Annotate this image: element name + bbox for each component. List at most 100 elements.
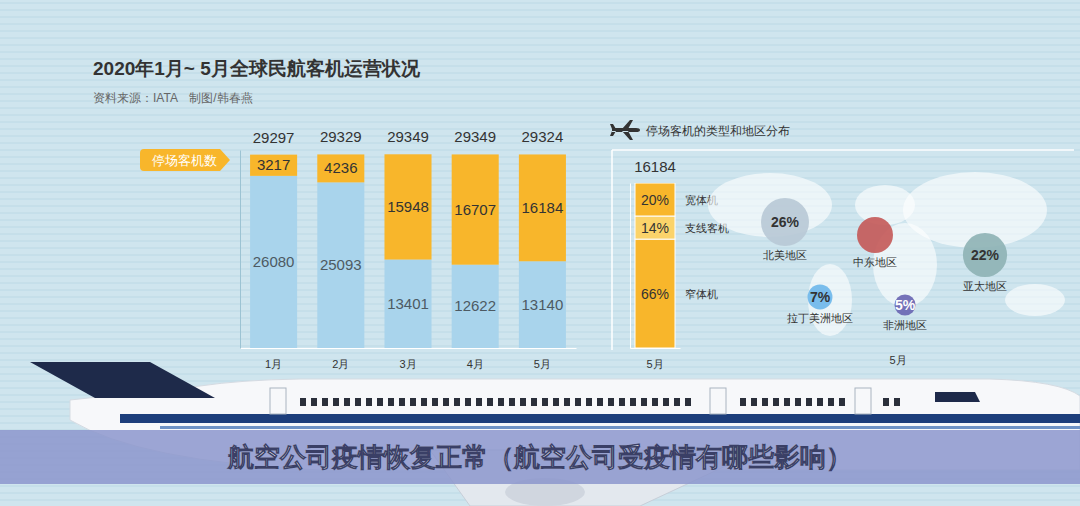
window	[487, 398, 493, 406]
bubble	[894, 294, 915, 315]
window	[355, 398, 361, 406]
tick-label: 1月	[265, 358, 282, 370]
data-label: 3217	[257, 156, 290, 173]
data-label: 15948	[387, 198, 429, 215]
window	[311, 398, 317, 406]
bar	[635, 183, 675, 216]
x-axis-1: 1月 2月 3月 4月 5月	[241, 348, 577, 370]
plane-icon	[610, 120, 640, 140]
bar	[250, 176, 297, 348]
tick: 2月	[332, 348, 349, 370]
data-label: 22%	[971, 247, 1000, 263]
window	[344, 398, 350, 406]
total-label: 29349	[387, 128, 429, 145]
data-label: 16184	[522, 199, 564, 216]
stripe	[0, 52, 1080, 53]
bar	[519, 154, 566, 261]
window	[784, 398, 790, 406]
background	[0, 0, 1080, 506]
window	[894, 398, 900, 406]
window	[531, 398, 537, 406]
total-label: 29324	[522, 128, 564, 145]
window	[586, 398, 592, 406]
plot-area-1	[250, 154, 566, 348]
tick: 4月	[467, 348, 484, 370]
window	[454, 398, 460, 406]
window	[619, 398, 625, 406]
tick-label: 5月	[534, 358, 551, 370]
panel-title: 停场客机的类型和地区分布	[646, 124, 790, 138]
tick: 5月	[534, 348, 551, 370]
banner-title: 航空公司疫情恢复正常（航空公司受疫情有哪些影响）	[227, 442, 852, 472]
window	[839, 398, 845, 406]
data-label: 14%	[641, 220, 669, 236]
stripe	[0, 38, 1080, 39]
data-label: 26080	[253, 253, 295, 270]
window	[564, 398, 570, 406]
window	[366, 398, 372, 406]
bar	[384, 260, 431, 348]
tick: 3月	[399, 348, 416, 370]
bar	[384, 154, 431, 259]
bar	[635, 239, 675, 348]
stripe	[0, 17, 1080, 18]
window	[476, 398, 482, 406]
window	[421, 398, 427, 406]
door	[710, 388, 726, 414]
window	[300, 398, 306, 406]
data-label: 26%	[771, 214, 800, 230]
data-label: 13140	[522, 296, 564, 313]
cockpit	[935, 392, 980, 402]
window	[883, 398, 889, 406]
world-map	[708, 172, 1065, 336]
total-label: 16184	[634, 158, 676, 175]
tick: 5月	[646, 348, 663, 370]
window	[432, 398, 438, 406]
continent	[808, 264, 852, 336]
tick-label: 3月	[399, 358, 416, 370]
data-label: 7%	[810, 289, 831, 305]
category-label: 北美地区	[763, 249, 807, 261]
legend-swatch	[140, 149, 230, 171]
window	[333, 398, 339, 406]
bar	[317, 182, 364, 348]
window	[740, 398, 746, 406]
window	[322, 398, 328, 406]
axis-title: 5月	[889, 354, 906, 366]
window	[399, 398, 405, 406]
data-label: 13401	[387, 295, 429, 312]
y-axis-1	[240, 151, 241, 349]
bubble	[963, 233, 1007, 277]
stripe	[0, 87, 1080, 88]
panel-frame	[612, 150, 1074, 350]
legend-label: 停场客机数	[152, 153, 217, 168]
stripe	[0, 80, 1080, 81]
stripe	[0, 3, 1080, 4]
category-label: 亚太地区	[963, 280, 1007, 292]
data-label: 5%	[895, 297, 916, 313]
window	[542, 398, 548, 406]
window	[520, 398, 526, 406]
y-axis-line	[630, 184, 631, 349]
bar	[635, 216, 675, 239]
total-label: 29349	[454, 128, 496, 145]
chart-svg: 2020年1月~ 5月全球民航客机运营状况资料来源：IATA 制图/韩春燕260…	[0, 0, 1080, 506]
window	[597, 398, 603, 406]
window	[630, 398, 636, 406]
window	[498, 398, 504, 406]
bubble	[857, 217, 893, 253]
y-axis-2	[630, 184, 631, 349]
tick-label: 4月	[467, 358, 484, 370]
bar	[250, 155, 297, 176]
bubble	[761, 198, 809, 246]
stripe-main	[120, 414, 1080, 423]
window	[410, 398, 416, 406]
window	[575, 398, 581, 406]
window	[465, 398, 471, 406]
window	[652, 398, 658, 406]
data-label: 20%	[641, 192, 669, 208]
stripe	[0, 122, 1080, 123]
window	[828, 398, 834, 406]
data-label: 25093	[320, 256, 362, 273]
category-label: 中东地区	[853, 256, 897, 268]
